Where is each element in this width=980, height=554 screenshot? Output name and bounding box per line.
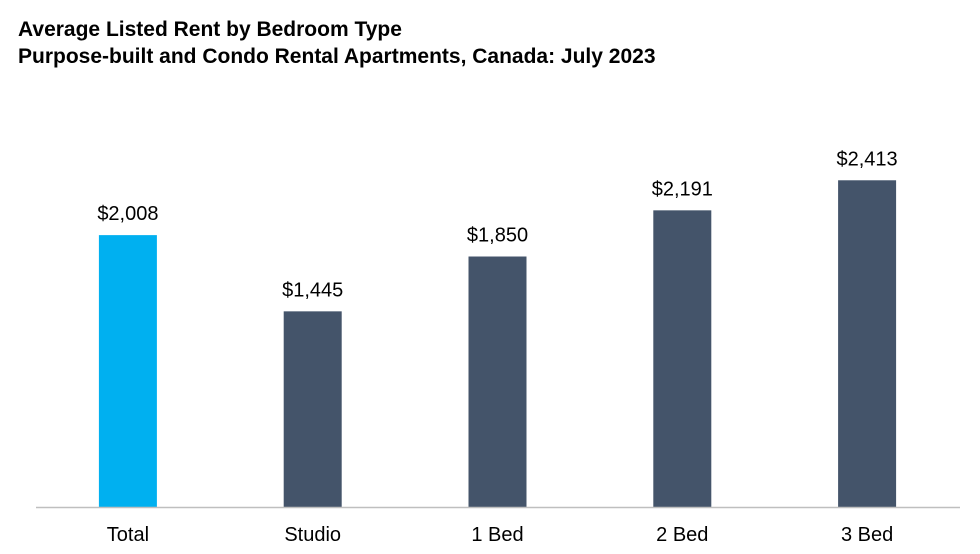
bar-1-bed [468, 256, 527, 507]
bar-3-bed [838, 180, 897, 508]
data-label: $1,850 [467, 225, 528, 247]
chart-title-block: Average Listed Rent by Bedroom Type Purp… [18, 16, 656, 70]
data-label: $1,445 [282, 279, 343, 301]
chart-subtitle: Purpose-built and Condo Rental Apartment… [18, 45, 656, 68]
bars-group [98, 180, 897, 508]
data-label: $2,008 [97, 203, 158, 225]
bar-studio [283, 311, 342, 507]
data-label: $2,191 [652, 178, 713, 200]
x-tick-label: 2 Bed [656, 524, 708, 546]
bar-total [98, 235, 157, 507]
bar-2-bed [653, 210, 712, 507]
data-label: $2,413 [837, 148, 898, 170]
x-tick-label: Total [107, 524, 149, 546]
labels-group: $2,008 Total $1,445 Studio $1,850 1 Bed $2,191… [97, 148, 897, 546]
x-tick-label: Studio [284, 524, 341, 546]
chart-title: Average Listed Rent by Bedroom Type [18, 18, 402, 41]
x-tick-label: 3 Bed [841, 524, 893, 546]
x-tick-label: 1 Bed [471, 524, 523, 546]
